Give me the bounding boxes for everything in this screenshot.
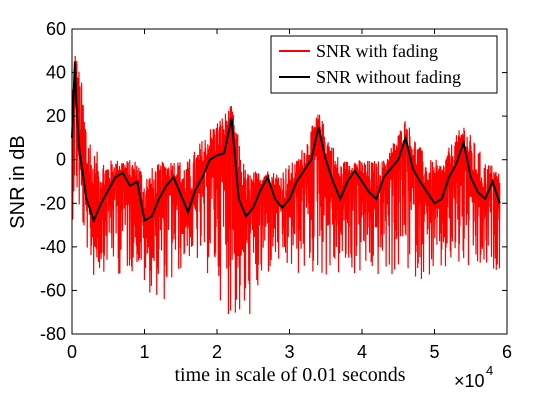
legend: SNR with fading SNR without fading — [270, 35, 498, 94]
x-tick-label-4: 4 — [357, 342, 367, 362]
x-axis-multiplier: ×10 4 — [454, 363, 493, 391]
x-tick-label-2: 2 — [212, 342, 222, 362]
y-tick-label-60: 60 — [46, 19, 66, 39]
legend-label-fading: SNR with fading — [316, 41, 438, 61]
y-tick-label--60: -60 — [40, 280, 66, 300]
black-series-layer — [71, 61, 501, 224]
x-tick-label-3: 3 — [284, 342, 294, 362]
y-tick-label--20: -20 — [40, 193, 66, 213]
legend-box — [270, 35, 498, 94]
y-tick-label--40: -40 — [40, 237, 66, 257]
x-tick-label-1: 1 — [139, 342, 149, 362]
x-axis: 0 1 2 3 4 5 6 — [67, 29, 512, 362]
x-tick-label-6: 6 — [502, 342, 512, 362]
y-axis: 60 40 20 0 -20 -40 -60 -80 — [40, 19, 507, 344]
y-tick-label-40: 40 — [46, 63, 66, 83]
legend-label-no-fading: SNR without fading — [316, 67, 461, 87]
x-axis-label: time in scale of 0.01 seconds — [174, 364, 405, 386]
series-snr-without-fading — [71, 61, 501, 224]
y-tick-label-0: 0 — [56, 150, 66, 170]
x-tick-label-5: 5 — [429, 342, 439, 362]
series-snr-with-fading — [71, 55, 501, 315]
plot-area — [71, 55, 501, 315]
red-series-layer — [71, 55, 501, 315]
svg-text:4: 4 — [486, 363, 493, 378]
x-tick-label-0: 0 — [67, 342, 77, 362]
y-axis-label: SNR in dB — [7, 135, 29, 228]
svg-text:×10: ×10 — [454, 371, 485, 391]
y-tick-label-20: 20 — [46, 106, 66, 126]
y-tick-label--80: -80 — [40, 324, 66, 344]
